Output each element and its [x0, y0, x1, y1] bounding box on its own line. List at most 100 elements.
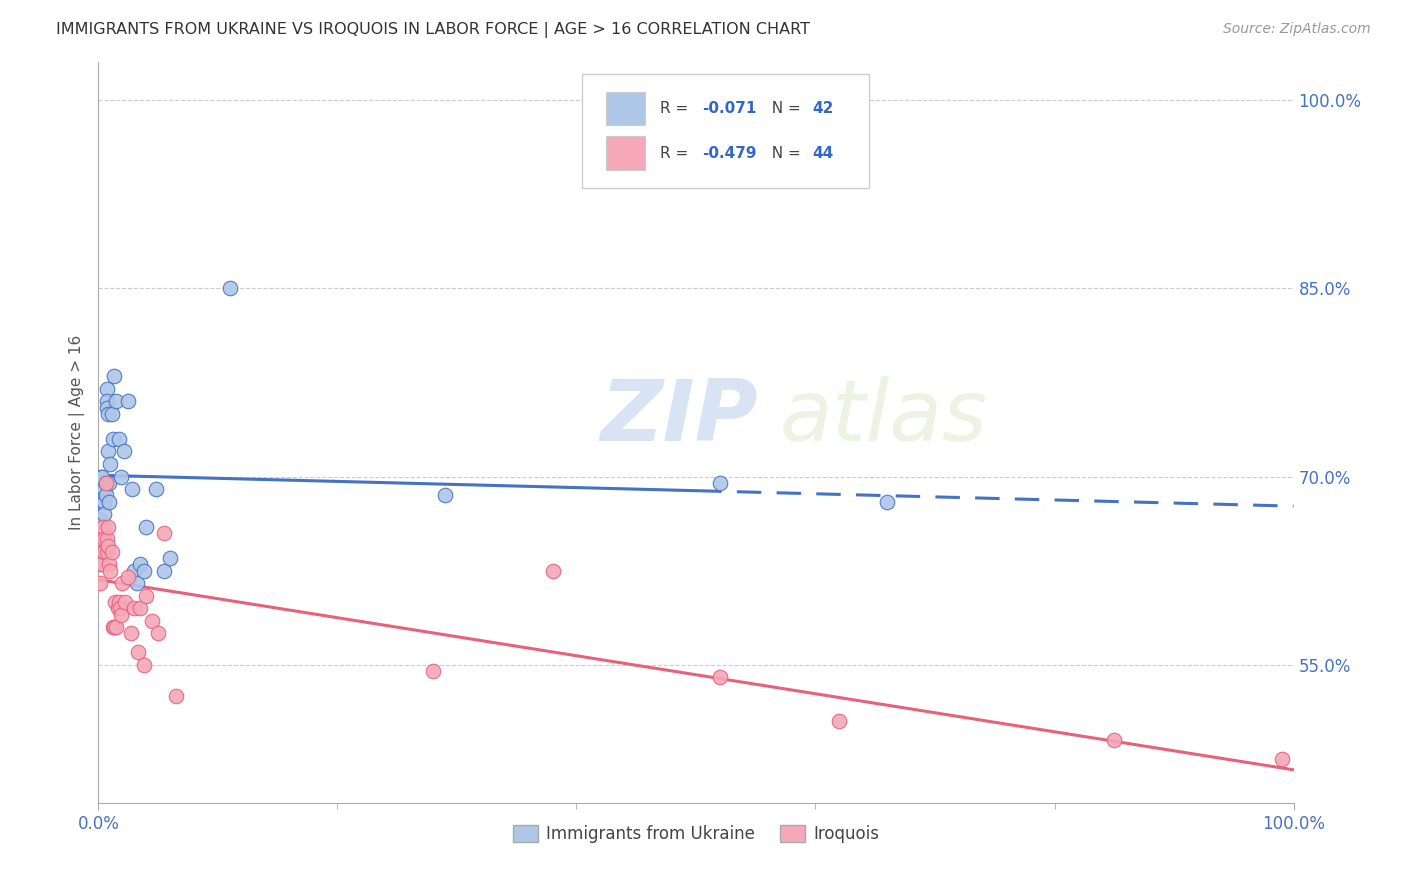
Point — [105, 620, 128, 634]
Point — [97, 539, 120, 553]
Point — [98, 494, 121, 508]
Point — [101, 432, 124, 446]
Point — [129, 601, 152, 615]
Point — [153, 564, 176, 578]
Point — [120, 626, 142, 640]
Point — [91, 469, 114, 483]
Text: R =: R = — [661, 101, 693, 116]
Point — [91, 526, 114, 541]
Point — [96, 533, 118, 547]
Point — [434, 488, 457, 502]
Point — [125, 576, 148, 591]
Text: ZIP: ZIP — [600, 376, 758, 459]
Point — [148, 626, 170, 640]
Point — [876, 494, 898, 508]
Point — [97, 444, 120, 458]
Point — [93, 494, 115, 508]
Point — [124, 601, 146, 615]
Point — [114, 595, 136, 609]
Point — [127, 645, 149, 659]
Point — [96, 394, 118, 409]
Point — [91, 520, 114, 534]
Text: 44: 44 — [811, 145, 834, 161]
Point — [105, 394, 128, 409]
Point — [828, 714, 851, 729]
Point — [709, 670, 731, 684]
Point — [111, 576, 134, 591]
Point — [96, 545, 118, 559]
Point — [107, 601, 129, 615]
Y-axis label: In Labor Force | Age > 16: In Labor Force | Age > 16 — [69, 335, 84, 530]
Bar — [606, 92, 644, 126]
Point — [110, 607, 132, 622]
Point — [141, 614, 163, 628]
Point — [124, 564, 146, 578]
Legend: Immigrants from Ukraine, Iroquois: Immigrants from Ukraine, Iroquois — [506, 819, 886, 850]
Point — [98, 457, 122, 471]
Point — [96, 382, 118, 396]
Point — [165, 689, 187, 703]
Text: atlas: atlas — [779, 376, 987, 459]
Point — [132, 564, 155, 578]
Point — [107, 432, 129, 446]
Point — [108, 601, 131, 615]
Point — [98, 564, 122, 578]
Point — [91, 526, 114, 541]
Text: IMMIGRANTS FROM UKRAINE VS IROQUOIS IN LABOR FORCE | AGE > 16 CORRELATION CHART: IMMIGRANTS FROM UKRAINE VS IROQUOIS IN L… — [56, 22, 810, 38]
Text: -0.071: -0.071 — [702, 101, 756, 116]
Point — [97, 407, 120, 421]
Point — [93, 482, 115, 496]
Point — [1104, 733, 1126, 747]
Point — [89, 513, 111, 527]
Point — [93, 545, 115, 559]
Point — [709, 475, 731, 490]
Point — [89, 494, 111, 508]
Point — [1271, 752, 1294, 766]
Point — [93, 507, 115, 521]
Text: R =: R = — [661, 145, 693, 161]
Point — [103, 620, 125, 634]
Point — [89, 576, 111, 591]
Bar — [606, 136, 644, 169]
Point — [112, 444, 135, 458]
Point — [101, 620, 124, 634]
Point — [153, 526, 176, 541]
Point — [117, 394, 139, 409]
Point — [90, 533, 112, 547]
Point — [121, 482, 143, 496]
Point — [159, 551, 181, 566]
Point — [91, 494, 114, 508]
Text: Source: ZipAtlas.com: Source: ZipAtlas.com — [1223, 22, 1371, 37]
Point — [100, 545, 122, 559]
Point — [132, 657, 155, 672]
Point — [117, 570, 139, 584]
Point — [94, 475, 117, 490]
Text: 42: 42 — [811, 101, 834, 116]
Point — [94, 475, 117, 490]
Point — [104, 595, 127, 609]
Point — [89, 558, 111, 572]
Point — [90, 475, 112, 490]
Point — [422, 664, 444, 678]
Point — [94, 488, 117, 502]
Text: N =: N = — [762, 101, 806, 116]
FancyBboxPatch shape — [582, 73, 869, 188]
Point — [219, 281, 242, 295]
Point — [107, 595, 129, 609]
Point — [91, 558, 114, 572]
Point — [90, 469, 112, 483]
Text: N =: N = — [762, 145, 806, 161]
Point — [96, 401, 118, 415]
Point — [145, 482, 167, 496]
Point — [135, 589, 157, 603]
Text: -0.479: -0.479 — [702, 145, 756, 161]
Point — [91, 482, 114, 496]
Point — [91, 488, 114, 502]
Point — [93, 533, 115, 547]
Point — [98, 558, 121, 572]
Point — [103, 369, 125, 384]
Point — [110, 469, 132, 483]
Point — [97, 520, 120, 534]
Point — [98, 475, 121, 490]
Point — [541, 564, 564, 578]
